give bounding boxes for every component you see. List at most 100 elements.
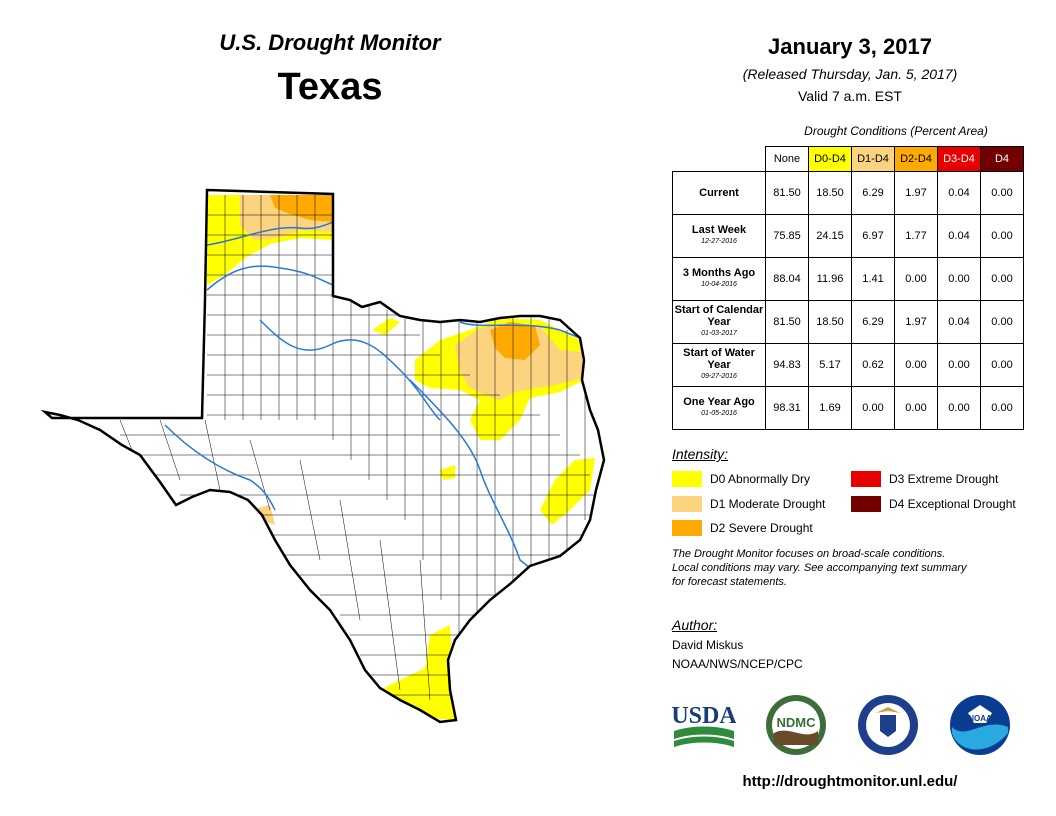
row-date: 01-05-2016 (701, 410, 737, 417)
website-link[interactable]: http://droughtmonitor.unl.edu/ (742, 773, 958, 790)
row-label-text: 3 Months Ago (682, 267, 756, 279)
table-cell: 0.04 (937, 214, 981, 258)
legend-item-d1: D1 Moderate Drought (672, 496, 825, 512)
table-row: 3 Months Ago 10-04-2016 88.04 11.96 1.41 0.00… (672, 257, 1024, 301)
map-date: January 3, 2017 (768, 34, 932, 59)
commerce-seal (858, 695, 918, 755)
row-label: One Year Ago 01-05-2016 (672, 386, 766, 430)
column-header: D0-D4 (808, 146, 852, 172)
legend-label: D1 Moderate Drought (710, 497, 826, 511)
table-cell: 0.00 (980, 257, 1024, 301)
legend-swatch (672, 471, 702, 487)
table-cell: 0.00 (980, 214, 1024, 258)
row-date: 10-04-2016 (701, 281, 737, 288)
legend-item-d0: D0 Abnormally Dry (672, 471, 810, 487)
noaa-logo-text: NOAA (968, 714, 992, 723)
row-label: Last Week 12-27-2016 (672, 214, 766, 258)
table-corner (673, 147, 766, 172)
legend-item-d4: D4 Exceptional Drought (851, 496, 1016, 512)
table-cell: 1.69 (808, 386, 852, 430)
table-cell: 1.97 (894, 300, 938, 344)
column-header: D3-D4 (937, 146, 981, 172)
release-date: (Released Thursday, Jan. 5, 2017) (742, 66, 958, 82)
table-cell: 0.00 (894, 386, 938, 430)
author-name: David Miskus (672, 638, 744, 652)
legend-label: D3 Extreme Drought (889, 472, 999, 486)
monitor-title: U.S. Drought Monitor (219, 30, 441, 55)
d2-northeast (490, 322, 540, 360)
d0-north-central (372, 318, 400, 335)
table-cell: 24.15 (808, 214, 852, 258)
table-cell: 0.00 (894, 343, 938, 387)
rivers (164, 221, 581, 569)
row-label-text: Start of Water Year (683, 347, 755, 371)
table-cell: 1.77 (894, 214, 938, 258)
usda-logo: USDA (672, 703, 736, 747)
table-cell: 6.29 (851, 171, 895, 215)
table-cell: 0.00 (851, 386, 895, 430)
legend-swatch (672, 496, 702, 512)
table-cell: 18.50 (808, 300, 852, 344)
state-title: Texas (277, 66, 383, 108)
noaa-logo: NOAA (950, 695, 1010, 755)
disclaimer-line: The Drought Monitor focuses on broad-sca… (672, 548, 946, 560)
table-cell: 6.29 (851, 300, 895, 344)
ndmc-logo: NDMC (766, 695, 826, 755)
table-cell: 81.50 (765, 300, 809, 344)
table-body: Current 81.50 18.50 6.29 1.97 0.04 0.00 Last We… (672, 171, 1024, 430)
table-header-row: None D0-D4 D1-D4 D2-D4 D3-D4 D4 (673, 146, 1024, 172)
table-cell: 94.83 (765, 343, 809, 387)
row-label: Start of Calendar Year 01-03-2017 (672, 300, 766, 344)
legend-swatch (851, 471, 881, 487)
row-label: Start of Water Year 09-27-2016 (672, 343, 766, 387)
texas-outline (40, 188, 606, 724)
d1-northeast (455, 322, 582, 400)
table-cell: 5.17 (808, 343, 852, 387)
legend-item-d2: D2 Severe Drought (672, 520, 813, 536)
table-cell: 75.85 (765, 214, 809, 258)
table-cell: 0.00 (980, 171, 1024, 215)
row-label-text: One Year Ago (683, 396, 755, 408)
drought-conditions-table: None D0-D4 D1-D4 D2-D4 D3-D4 D4 Current 8… (672, 146, 1024, 430)
table-cell: 1.41 (851, 257, 895, 301)
texas-drought-map (40, 188, 606, 724)
table-cell: 0.00 (894, 257, 938, 301)
row-label: 3 Months Ago 10-04-2016 (672, 257, 766, 301)
author-title: Author: (672, 617, 718, 633)
legend-swatch (851, 496, 881, 512)
table-cell: 81.50 (765, 171, 809, 215)
table-cell: 0.00 (937, 257, 981, 301)
table-cell: 1.97 (894, 171, 938, 215)
row-label-text: Start of Calendar Year (674, 304, 764, 328)
disclaimer: The Drought Monitor focuses on broad-sca… (672, 547, 1032, 589)
table-cell: 11.96 (808, 257, 852, 301)
ndmc-logo-text: NDMC (777, 715, 817, 730)
legend-label: D4 Exceptional Drought (889, 497, 1016, 511)
row-date: 12-27-2016 (701, 238, 737, 245)
d0-south (380, 625, 455, 720)
d0-central (440, 465, 455, 480)
table-cell: 0.00 (980, 386, 1024, 430)
table-cell: 0.04 (937, 300, 981, 344)
row-date: 01-03-2017 (701, 330, 737, 337)
legend-title: Intensity: (672, 446, 729, 462)
table-cell: 0.00 (937, 343, 981, 387)
valid-time: Valid 7 a.m. EST (797, 88, 902, 104)
table-caption: Drought Conditions (Percent Area) (804, 124, 988, 138)
legend-label: D2 Severe Drought (710, 521, 813, 535)
table-cell: 0.00 (980, 300, 1024, 344)
table-cell: 0.00 (937, 386, 981, 430)
table-cell: 0.62 (851, 343, 895, 387)
row-label-text: Last Week (691, 224, 747, 236)
column-header: D4 (980, 146, 1024, 172)
disclaimer-line: for forecast statements. (672, 576, 787, 588)
legend-item-d3: D3 Extreme Drought (851, 471, 998, 487)
table-row: Start of Calendar Year 01-03-2017 81.50 18.… (672, 300, 1024, 344)
table-cell: 18.50 (808, 171, 852, 215)
disclaimer-line: Local conditions may vary. See accompany… (672, 562, 967, 574)
legend-label: D0 Abnormally Dry (710, 472, 811, 486)
texas-fill (45, 190, 604, 722)
row-label-text: Current (699, 187, 739, 199)
column-header: D2-D4 (894, 146, 938, 172)
table-row: Start of Water Year 09-27-2016 94.83 5.17 0.… (672, 343, 1024, 387)
